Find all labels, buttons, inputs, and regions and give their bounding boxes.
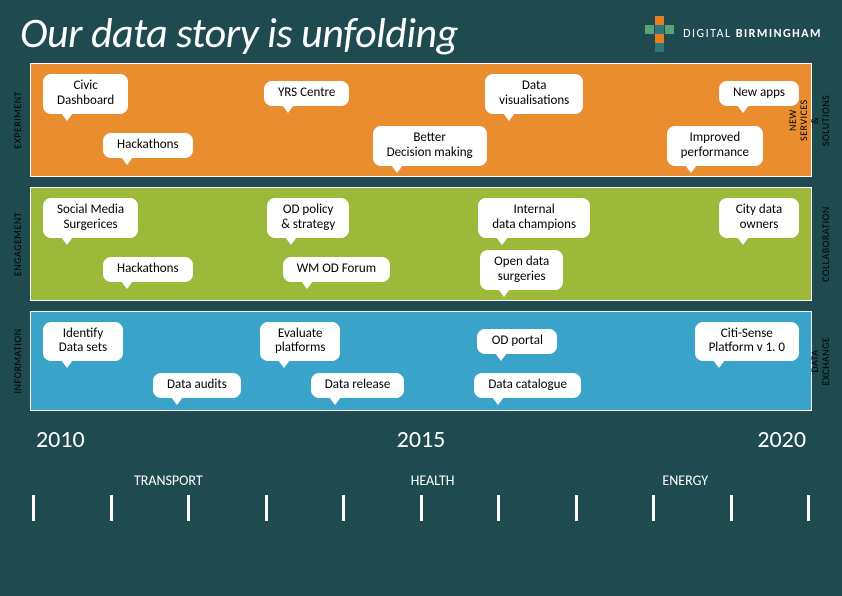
year-label: 2015 [397, 425, 446, 454]
bubble: OD portal [477, 329, 557, 354]
tick [420, 495, 423, 521]
band-label-right: COLLABORATION [820, 206, 831, 282]
band-label-left: INFORMATION [11, 328, 24, 393]
bubble: Open datasurgeries [480, 250, 563, 290]
bubble: Data catalogue [474, 373, 581, 398]
band-row: Data audits Data release Data catalogue [153, 373, 799, 398]
bubble: WM OD Forum [283, 257, 391, 282]
bubble: Hackathons [103, 133, 193, 158]
bands-container: EXPERIMENTNEW SERVICES& SOLUTIONSCivicDa… [0, 63, 842, 411]
bubble: Improvedperformance [667, 126, 763, 166]
band-experiment: EXPERIMENTNEW SERVICES& SOLUTIONSCivicDa… [30, 63, 812, 177]
band-row: Hackathons WM OD Forum Open datasurgeries [103, 250, 799, 290]
tick [110, 495, 113, 521]
year-label: 2010 [36, 425, 85, 454]
band-information: INFORMATIONDATA EXCHANGEIdentifyData set… [30, 311, 812, 411]
tick [497, 495, 500, 521]
bubble: YRS Centre [264, 81, 349, 106]
tick [730, 495, 733, 521]
category-label: HEALTH [411, 472, 455, 489]
tick [807, 495, 810, 521]
tick [187, 495, 190, 521]
band-label-left: EXPERIMENT [11, 91, 24, 149]
category-label: ENERGY [662, 472, 708, 489]
logo: DIGITAL BIRMINGHAM [635, 16, 822, 52]
logo-text: DIGITAL BIRMINGHAM [683, 27, 822, 41]
band-label-right: DATA EXCHANGE [809, 336, 831, 385]
band-row: CivicDashboard YRS Centre Datavisualisatio… [43, 74, 799, 114]
tick [265, 495, 268, 521]
bubble: IdentifyData sets [43, 322, 123, 362]
tick [32, 495, 35, 521]
category-label: TRANSPORT [134, 472, 203, 489]
bubble: Internaldata champions [478, 198, 590, 238]
bubble: Citi-SensePlatform v 1. 0 [695, 322, 799, 362]
bubble: BetterDecision making [373, 126, 487, 166]
band-row: IdentifyData sets Evaluateplatforms OD por… [43, 322, 799, 362]
logo-squares-icon [635, 16, 675, 52]
bubble: City dataowners [719, 198, 799, 238]
band-label-left: ENGAGEMENT [11, 211, 24, 275]
bubble: OD policy& strategy [267, 198, 349, 238]
timeline-ticks [30, 495, 812, 521]
timeline-categories: TRANSPORT HEALTH ENERGY [30, 472, 812, 489]
bubble: Datavisualisations [485, 74, 583, 114]
band-row: Hackathons BetterDecision making Improvedp… [103, 126, 799, 166]
year-label: 2020 [757, 425, 806, 454]
page-title: Our data story is unfolding [20, 8, 458, 59]
bubble: Hackathons [103, 257, 193, 282]
tick [575, 495, 578, 521]
timeline-years: 2010 2015 2020 [30, 425, 812, 454]
bubble: Evaluateplatforms [260, 322, 340, 362]
band-engagement: ENGAGEMENTCOLLABORATIONSocial MediaSurge… [30, 187, 812, 301]
bubble: Data audits [153, 373, 241, 398]
bubble: Social MediaSurgerices [43, 198, 138, 238]
bubble: Data release [311, 373, 405, 398]
tick [342, 495, 345, 521]
bubble: CivicDashboard [43, 74, 128, 114]
bubble: New apps [719, 81, 799, 106]
timeline: 2010 2015 2020 TRANSPORT HEALTH ENERGY [0, 421, 842, 521]
tick [652, 495, 655, 521]
band-row: Social MediaSurgerices OD policy& strateg… [43, 198, 799, 238]
